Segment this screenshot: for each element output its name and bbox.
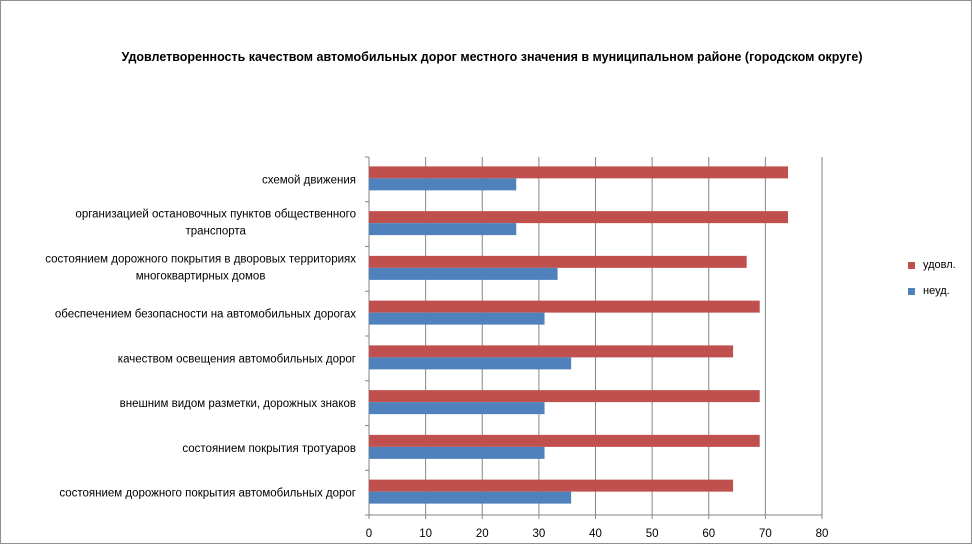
chart-legend: удовл. неуд. [908, 252, 956, 304]
legend-item-udovl: удовл. [908, 252, 956, 278]
category-label: обеспечением безопасности на автомобильн… [55, 309, 356, 321]
bar-neud [369, 446, 545, 459]
bar-udovl [369, 390, 760, 403]
category-label: качеством освещения автомобильных дорог [118, 353, 356, 365]
x-tick-label: 20 [476, 528, 489, 540]
bar-udovl [369, 255, 747, 268]
bar-udovl [369, 211, 789, 224]
category-label: состоянием покрытия тротуаров [182, 443, 356, 455]
bar-udovl [369, 479, 734, 492]
x-tick-label: 10 [419, 528, 432, 540]
category-label: внешним видом разметки, дорожных знаков [120, 398, 356, 410]
x-tick-label: 60 [702, 528, 715, 540]
category-label: транспорта [185, 226, 246, 238]
bar-neud [369, 357, 572, 370]
bar-neud [369, 402, 545, 415]
legend-label: удовл. [923, 259, 956, 271]
category-label: схемой движения [262, 174, 356, 186]
bar-udovl [369, 300, 760, 313]
bar-neud [369, 491, 572, 504]
x-tick-label: 30 [532, 528, 545, 540]
category-label: многоквартирных домов [136, 270, 266, 282]
legend-swatch [908, 287, 915, 295]
x-tick-label: 70 [759, 528, 772, 540]
bar-udovl [369, 166, 789, 179]
legend-item-neud: неуд. [908, 278, 956, 304]
bar-udovl [369, 345, 734, 358]
bar-neud [369, 178, 517, 191]
legend-swatch [908, 261, 915, 269]
x-tick-label: 0 [366, 528, 372, 540]
x-tick-label: 80 [816, 528, 829, 540]
x-tick-label: 50 [646, 528, 659, 540]
category-label: организацией остановочных пунктов общест… [75, 209, 356, 221]
bar-neud [369, 267, 558, 280]
x-tick-label: 40 [589, 528, 602, 540]
bar-udovl [369, 434, 760, 447]
chart-title: Удовлетворенность качеством автомобильны… [121, 50, 863, 64]
category-label: состоянием дорожного покрытия автомобиль… [59, 488, 356, 500]
bar-neud [369, 312, 545, 325]
bar-neud [369, 223, 517, 236]
category-label: состоянием дорожного покрытия в дворовых… [45, 253, 356, 265]
legend-label: неуд. [923, 285, 950, 297]
